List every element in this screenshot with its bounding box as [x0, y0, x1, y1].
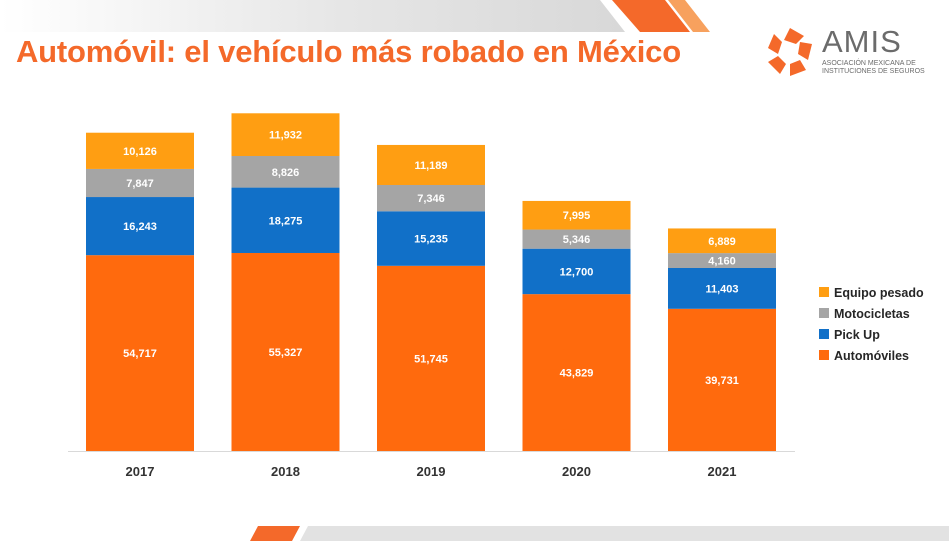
data-label: 7,995	[563, 210, 591, 222]
bar-segment-automoviles-2019	[377, 265, 485, 451]
data-label: 11,403	[705, 283, 738, 295]
bar-segment-motocicletas-2017	[86, 168, 194, 198]
data-label: 6,889	[708, 236, 736, 248]
data-label: 10,126	[123, 146, 157, 158]
bar-segment-equipo-pesado-2017	[86, 132, 194, 169]
bar-segment-pick-up-2017	[86, 197, 194, 256]
data-label: 12,700	[560, 266, 594, 278]
footer-decoration-band	[250, 526, 949, 541]
legend-label: Motocicletas	[834, 307, 910, 321]
x-tick-label: 2020	[562, 464, 591, 479]
logo-name: AMIS	[822, 24, 902, 59]
amis-logo: AMIS ASOCIACIÓN MEXICANA DE INSTITUCIONE…	[764, 22, 934, 86]
bar-segment-pick-up-2020	[522, 248, 631, 295]
x-tick-label: 2017	[126, 464, 155, 479]
bar-segment-pick-up-2019	[377, 211, 485, 266]
data-label: 15,235	[414, 234, 448, 246]
x-tick-label: 2018	[271, 464, 300, 479]
legend-swatch	[819, 329, 829, 339]
bar-segment-equipo-pesado-2020	[522, 200, 631, 230]
amis-logo-icon	[768, 28, 812, 76]
data-label: 55,327	[269, 347, 303, 359]
bar-segment-automoviles-2021	[668, 308, 776, 451]
bar-segment-equipo-pesado-2018	[231, 113, 340, 156]
header-decoration-band	[0, 0, 710, 32]
data-label: 39,731	[705, 375, 739, 387]
bar-segment-automoviles-2018	[231, 252, 340, 451]
legend-swatch	[819, 350, 829, 360]
bar-segment-motocicletas-2019	[377, 184, 485, 212]
legend-label: Automóviles	[834, 349, 909, 363]
data-label: 51,745	[414, 353, 448, 365]
data-label: 8,826	[272, 167, 300, 179]
data-label: 11,932	[269, 130, 302, 142]
x-tick-label: 2019	[417, 464, 446, 479]
bar-segment-automoviles-2020	[522, 294, 631, 451]
data-label: 16,243	[123, 221, 157, 233]
logo-subtitle-line1: ASOCIACIÓN MEXICANA DE	[822, 60, 916, 67]
legend-swatch	[819, 287, 829, 297]
data-label: 7,847	[126, 178, 154, 190]
bar-segment-pick-up-2021	[668, 267, 776, 309]
data-label: 7,346	[417, 193, 445, 205]
legend-label: Pick Up	[834, 328, 880, 342]
data-label: 11,189	[414, 160, 447, 172]
logo-subtitle: ASOCIACIÓN MEXICANA DE INSTITUCIONES DE …	[822, 60, 934, 76]
data-label: 18,275	[269, 215, 303, 227]
page-title: Automóvil: el vehículo más robado en Méx…	[16, 34, 681, 69]
bar-segment-equipo-pesado-2019	[377, 144, 485, 185]
x-tick-label: 2021	[708, 464, 737, 479]
data-label: 4,160	[708, 256, 736, 268]
bar-segment-motocicletas-2021	[668, 253, 776, 268]
data-label: 5,346	[563, 234, 591, 246]
bar-segment-equipo-pesado-2021	[668, 228, 776, 254]
bar-segment-pick-up-2018	[231, 187, 340, 253]
data-label: 54,717	[123, 348, 157, 360]
legend-swatch	[819, 308, 829, 318]
logo-subtitle-line2: INSTITUCIONES DE SEGUROS	[822, 68, 925, 75]
legend-label: Equipo pesado	[834, 286, 924, 300]
bar-segment-motocicletas-2020	[522, 229, 631, 249]
bar-segment-automoviles-2017	[86, 255, 194, 451]
bar-segment-motocicletas-2018	[231, 155, 340, 188]
data-label: 43,829	[560, 368, 594, 380]
